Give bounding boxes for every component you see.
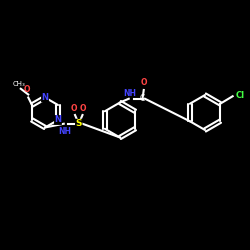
Text: O: O [140,78,147,88]
Text: S: S [76,119,82,128]
Text: C: C [140,94,145,103]
Text: NH: NH [58,127,71,136]
Text: O: O [24,86,30,94]
Text: O: O [71,104,78,113]
Text: CH₃: CH₃ [12,81,25,87]
Text: Cl: Cl [235,90,244,100]
Text: N: N [54,116,62,124]
Text: NH: NH [124,88,136,98]
Text: O: O [80,104,86,113]
Text: N: N [42,93,48,102]
